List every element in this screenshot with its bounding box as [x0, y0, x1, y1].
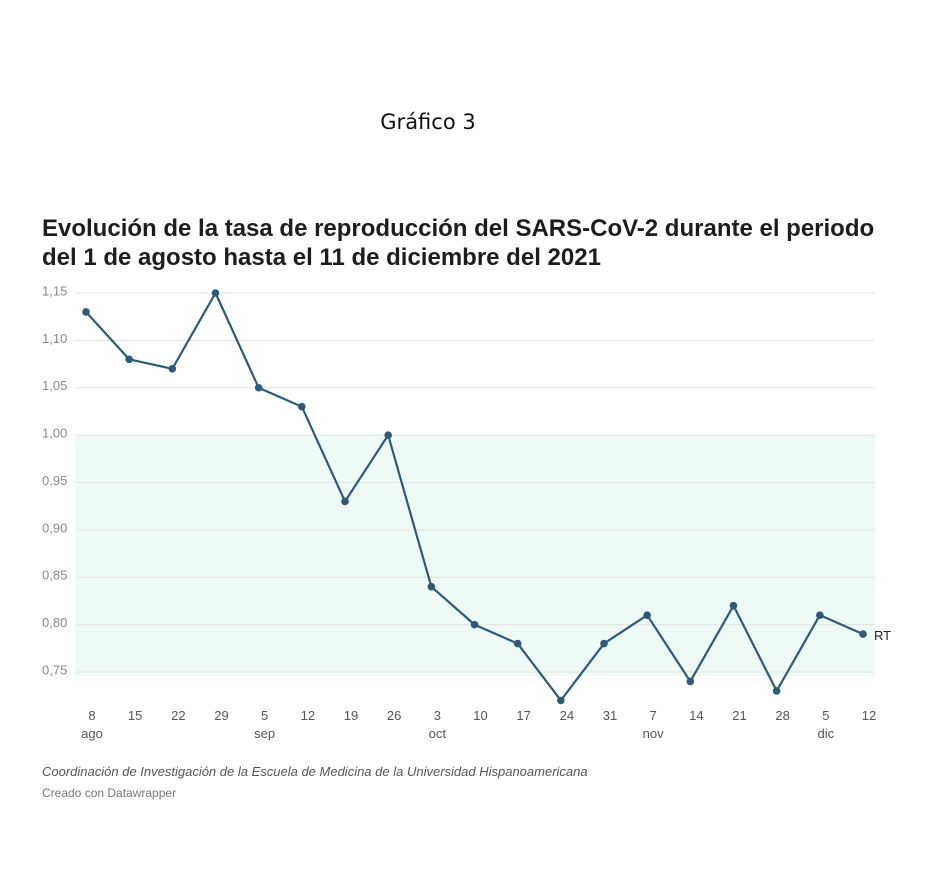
data-point: [384, 431, 392, 439]
data-point: [298, 402, 306, 411]
x-tick-label: 29: [214, 708, 228, 723]
x-tick-label: 5: [822, 708, 829, 723]
data-point: [772, 687, 781, 695]
x-tick-label: 26: [387, 708, 401, 723]
x-tick-label: 17: [516, 708, 530, 723]
x-tick-month-label: dic: [818, 726, 835, 741]
data-point: [341, 497, 349, 506]
data-point: [600, 639, 608, 648]
series-label: RT: [874, 628, 891, 643]
x-tick-month-label: sep: [254, 726, 275, 741]
chart-credit: Creado con Datawrapper: [42, 786, 177, 800]
x-tick-label: 5: [261, 708, 268, 723]
data-point: [82, 308, 90, 316]
x-tick-label: 3: [434, 708, 441, 723]
chart-title: Evolución de la tasa de reproducción del…: [42, 215, 875, 271]
reference-band: [75, 435, 875, 676]
x-tick-label: 22: [171, 708, 185, 723]
x-tick-label: 24: [560, 708, 574, 723]
y-tick-label: 1,15: [42, 283, 67, 298]
x-tick-label: 19: [344, 708, 358, 723]
x-tick-label: 15: [128, 708, 142, 723]
x-tick-month-label: ago: [81, 726, 103, 741]
x-tick-label: 10: [473, 708, 487, 723]
data-point: [643, 611, 651, 619]
figure-label: Gráfico 3: [380, 110, 476, 134]
data-point: [729, 601, 738, 610]
x-tick-month-label: oct: [429, 726, 447, 741]
y-tick-label: 1,05: [42, 378, 67, 393]
x-tick-label: 31: [603, 708, 617, 723]
data-point: [211, 289, 220, 297]
data-point: [254, 383, 263, 392]
x-tick-label: 8: [88, 708, 95, 723]
chart-source: Coordinación de Investigación de la Escu…: [42, 764, 588, 779]
y-tick-label: 0,85: [42, 568, 67, 583]
y-tick-label: 1,10: [42, 331, 67, 346]
y-tick-label: 0,90: [42, 520, 67, 535]
x-tick-label: 28: [775, 708, 789, 723]
x-tick-label: 7: [650, 708, 657, 723]
x-tick-label: 21: [732, 708, 746, 723]
data-point: [427, 582, 436, 591]
y-tick-label: 0,80: [42, 615, 67, 630]
data-point: [859, 630, 867, 638]
data-point: [470, 620, 479, 629]
data-point: [125, 355, 133, 364]
data-point: [168, 365, 177, 373]
data-point: [557, 696, 565, 705]
data-point: [686, 677, 695, 686]
y-tick-label: 0,95: [42, 473, 67, 488]
y-tick-label: 0,75: [42, 662, 67, 677]
data-point: [816, 611, 824, 619]
x-tick-month-label: nov: [643, 726, 664, 741]
x-tick-label: 12: [862, 708, 876, 723]
data-point: [513, 639, 522, 648]
x-tick-label: 14: [689, 708, 703, 723]
x-tick-label: 12: [301, 708, 315, 723]
y-tick-label: 1,00: [42, 426, 67, 441]
